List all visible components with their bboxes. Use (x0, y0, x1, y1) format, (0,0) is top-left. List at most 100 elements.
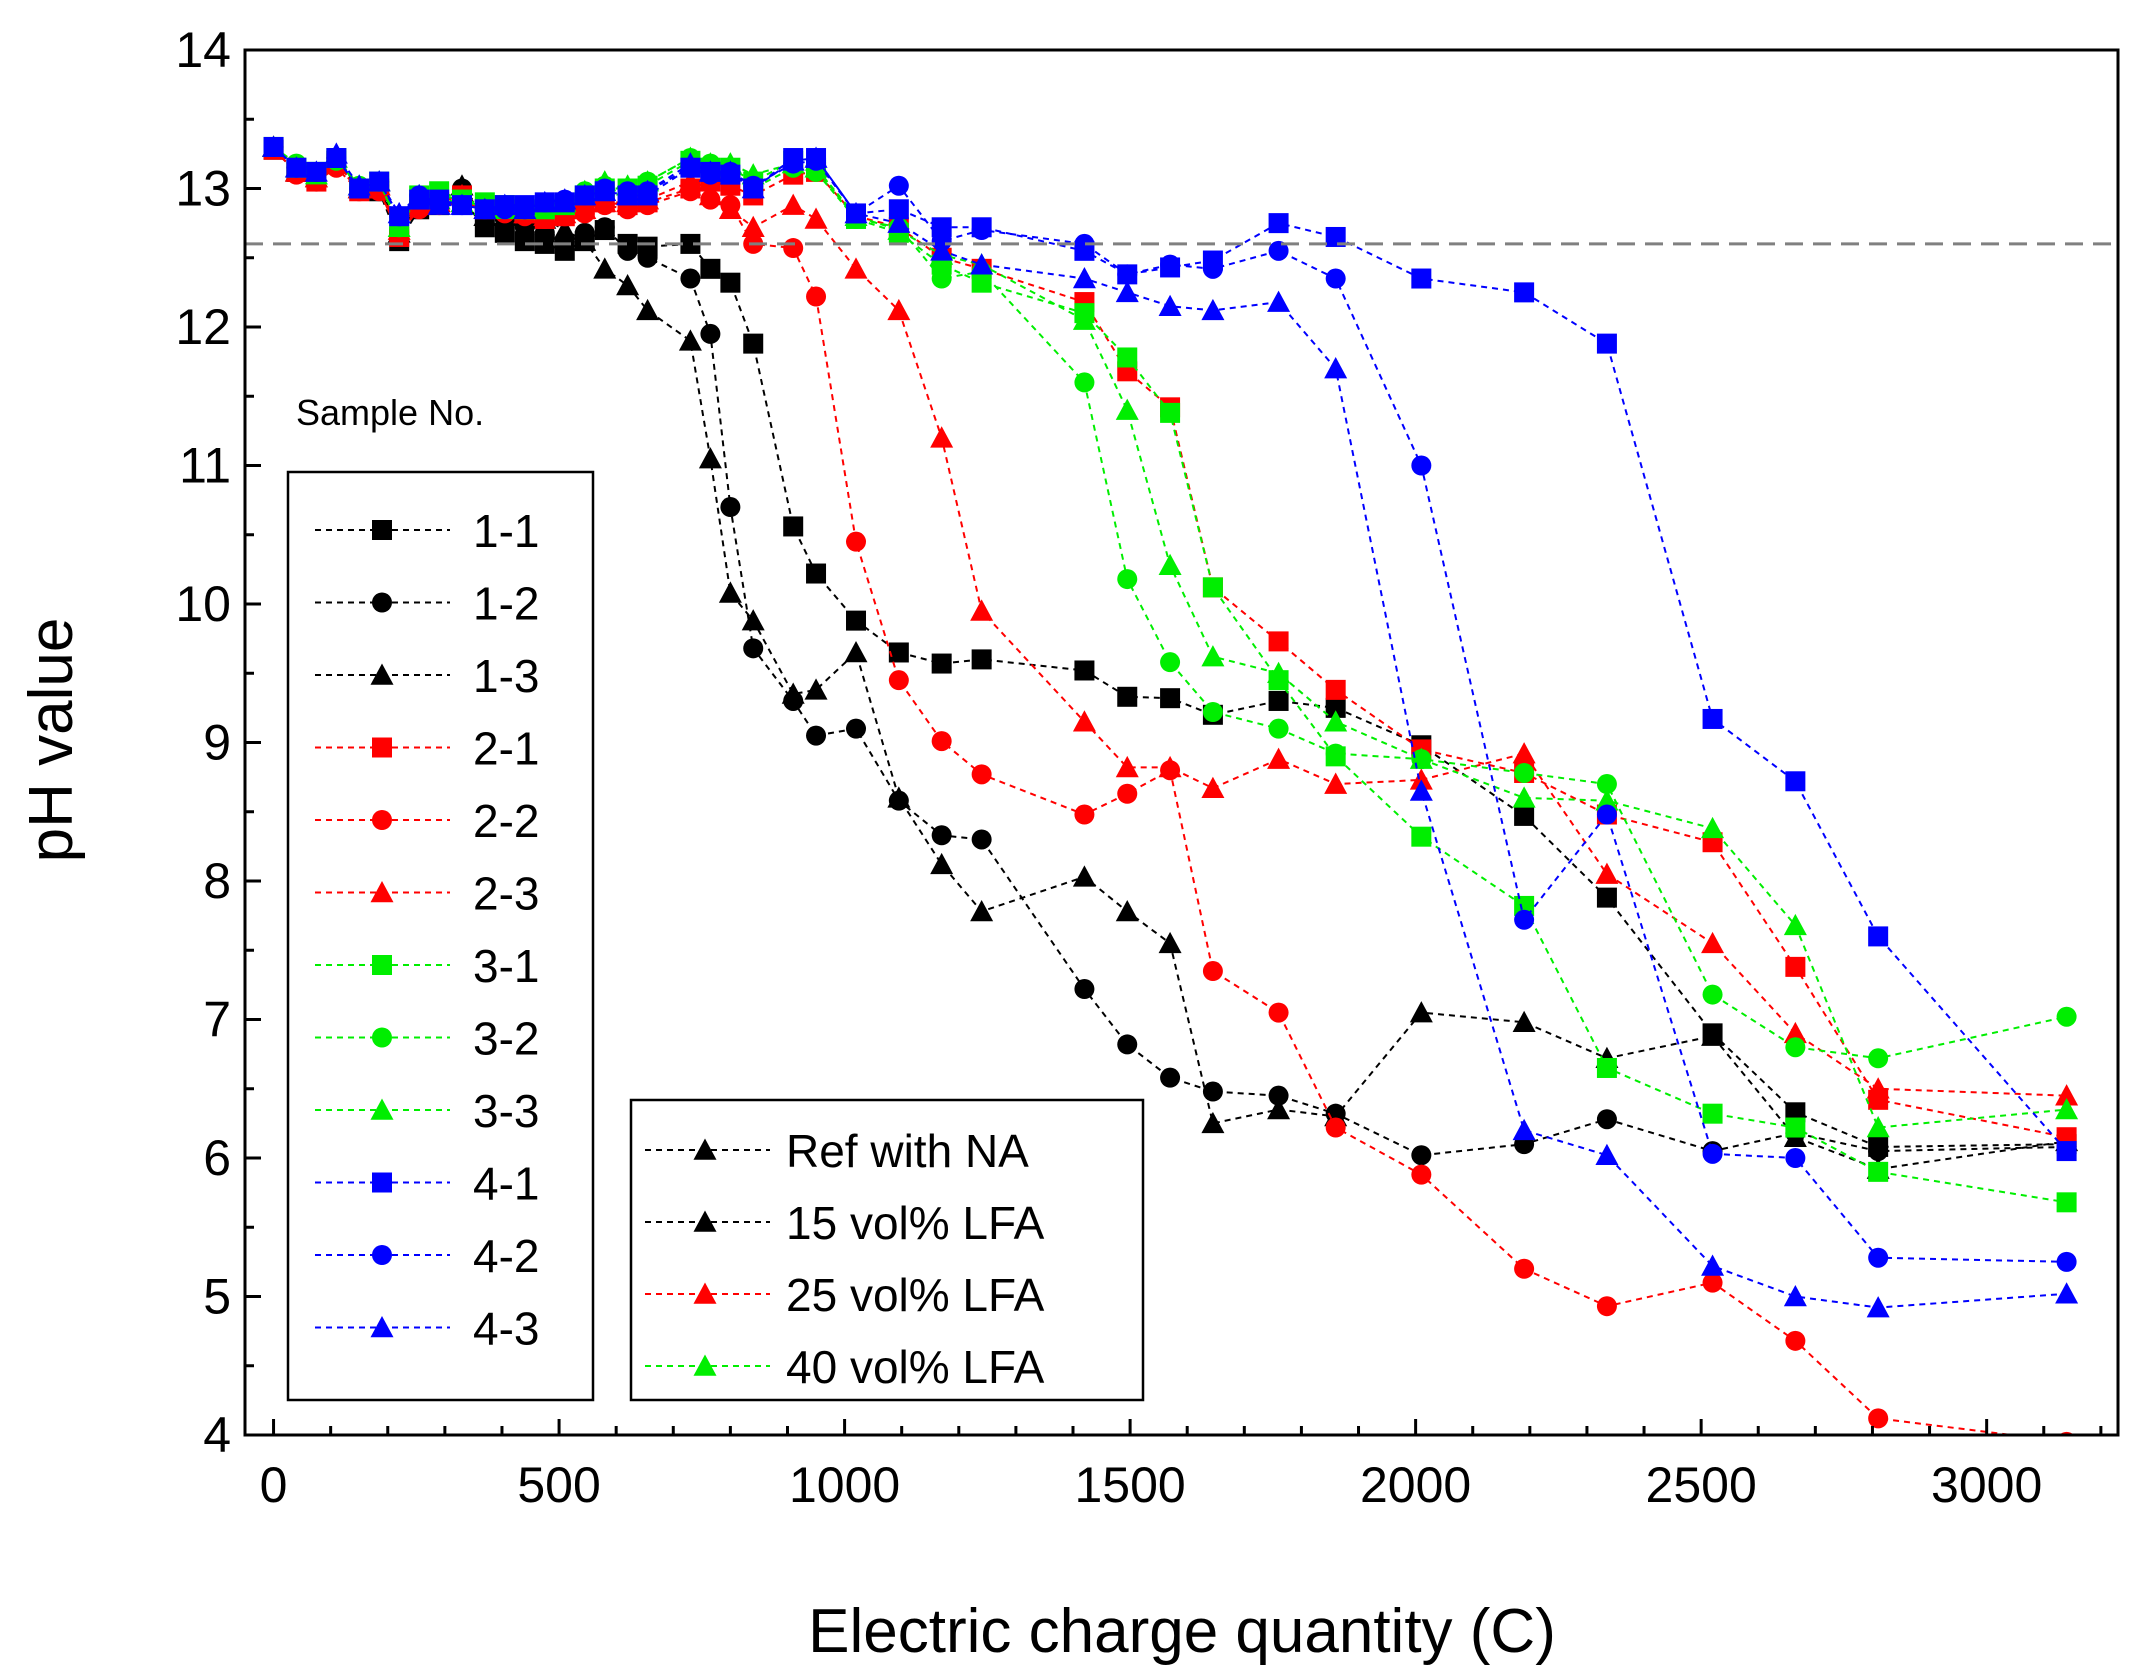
data-point-2-2 (1514, 1258, 1535, 1279)
data-point-1-1 (494, 222, 515, 243)
data-point-1-3 (887, 786, 911, 808)
legend-marker-1-1 (372, 520, 392, 540)
legend-group-label: Ref with NA (786, 1125, 1029, 1177)
data-point-1-3 (1115, 899, 1139, 922)
data-point-1-1 (1160, 688, 1181, 709)
data-point-4-1 (1702, 708, 1723, 729)
legend-group-label: 25 vol% LFA (786, 1269, 1045, 1321)
data-point-1-1 (806, 563, 827, 584)
legend-sample-entries: 1-1 1-2 1-3 2-1 2-2 2-3 3-1 3-2 3-3 4-1 4-2 4-3 (315, 505, 539, 1355)
data-point-1-3 (553, 218, 577, 240)
series-4-3 (262, 135, 2079, 1318)
data-point-4-2 (1785, 1148, 1806, 1168)
data-point-4-3 (450, 193, 474, 215)
data-point-1-2 (1411, 1145, 1432, 1166)
data-point-2-2 (971, 764, 992, 785)
y-tick-label: 12 (175, 299, 231, 355)
data-point-4-3 (1201, 298, 1225, 321)
data-point-4-2 (1514, 909, 1535, 930)
data-point-3-1 (1785, 1117, 1806, 1138)
data-point-2-2 (1411, 1164, 1432, 1185)
data-point-4-3 (473, 197, 497, 220)
data-point-4-1 (2056, 1141, 2077, 1162)
data-point-2-3 (1115, 755, 1139, 778)
data-point-3-1 (1596, 1057, 1617, 1078)
data-point-1-2 (1117, 1034, 1138, 1055)
data-point-4-3 (1783, 1285, 1807, 1307)
data-point-1-2 (743, 638, 764, 659)
data-point-1-3 (781, 682, 805, 704)
data-point-1-3 (741, 609, 765, 631)
data-point-1-2 (1074, 979, 1095, 1000)
data-point-3-1 (1868, 1161, 1889, 1182)
y-tick-label: 6 (203, 1130, 231, 1186)
data-point-2-2 (1202, 961, 1223, 982)
y-tick-label: 10 (175, 576, 231, 632)
y-tick-label: 5 (203, 1269, 231, 1325)
data-point-1-3 (1072, 865, 1096, 887)
data-point-1-2 (1202, 1081, 1223, 1102)
data-point-4-3 (1866, 1296, 1890, 1318)
data-point-3-2 (1702, 984, 1723, 1005)
data-point-4-3 (427, 193, 451, 215)
data-point-4-1 (931, 217, 952, 238)
legend-marker-2-1 (372, 737, 392, 758)
data-point-3-3 (1267, 661, 1291, 684)
data-point-3-3 (387, 215, 411, 238)
data-point-2-1 (1268, 631, 1289, 652)
data-point-3-2 (931, 268, 952, 289)
y-axis-title: pH value (17, 618, 86, 863)
data-point-4-3 (553, 188, 577, 210)
data-point-1-3 (1409, 1001, 1433, 1023)
data-point-2-1 (1325, 679, 1346, 700)
data-point-4-2 (1411, 455, 1432, 476)
data-point-1-1 (1074, 660, 1095, 681)
data-point-4-3 (970, 253, 994, 275)
data-point-3-1 (1202, 577, 1223, 598)
legend-group-marker (693, 1210, 717, 1232)
data-point-4-2 (1596, 804, 1617, 825)
data-point-1-1 (1785, 1102, 1806, 1123)
data-point-2-3 (970, 599, 994, 621)
data-point-4-3 (1512, 1118, 1536, 1141)
data-point-3-2 (1868, 1048, 1889, 1069)
data-point-2-3 (1783, 1021, 1807, 1044)
data-point-1-3 (1201, 1111, 1225, 1134)
data-point-4-1 (1596, 333, 1617, 354)
data-point-4-3 (533, 190, 557, 213)
legend-label-2-2: 2-2 (473, 795, 539, 847)
legend-label-1-1: 1-1 (473, 505, 539, 557)
data-point-2-2 (783, 238, 804, 259)
data-point-1-3 (1512, 1010, 1536, 1033)
data-point-2-2 (1596, 1296, 1617, 1317)
data-point-1-3 (1701, 1024, 1725, 1046)
legend-label-2-3: 2-3 (473, 868, 539, 920)
y-tick-label: 4 (203, 1407, 231, 1463)
data-point-2-3 (1324, 772, 1348, 794)
data-point-2-3 (1409, 768, 1433, 790)
series-layer (262, 135, 2079, 1435)
data-point-1-1 (1514, 805, 1535, 826)
legend-marker-1-2 (372, 592, 392, 613)
data-point-4-3 (1324, 357, 1348, 379)
data-point-4-3 (616, 183, 640, 206)
series-line-2-3 (272, 146, 2067, 1097)
data-point-4-1 (1411, 268, 1432, 289)
data-point-2-2 (1785, 1330, 1806, 1351)
data-point-2-3 (804, 207, 828, 229)
data-point-2-3 (698, 183, 722, 206)
data-point-1-1 (680, 233, 701, 254)
data-point-4-3 (1409, 779, 1433, 801)
data-point-3-1 (1514, 895, 1535, 916)
legend-marker-4-3 (370, 1316, 394, 1338)
data-point-2-2 (1074, 804, 1095, 825)
data-point-1-2 (680, 268, 701, 289)
data-point-3-3 (1701, 816, 1725, 839)
data-point-4-2 (1202, 258, 1223, 279)
data-point-3-3 (1595, 789, 1619, 811)
data-point-4-2 (1117, 264, 1138, 285)
x-tick-label: 2000 (1360, 1457, 1471, 1513)
data-point-3-3 (1201, 645, 1225, 667)
data-point-4-2 (971, 220, 992, 241)
data-point-2-3 (1158, 755, 1182, 778)
